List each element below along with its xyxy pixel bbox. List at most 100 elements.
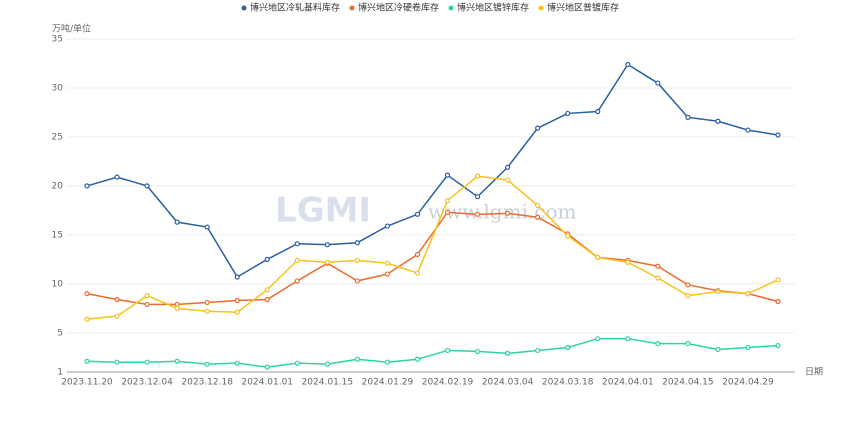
- data-point: [294, 241, 300, 247]
- data-point: [414, 270, 421, 276]
- data-point: [444, 172, 451, 178]
- data-point: [535, 202, 541, 209]
- data-point: [234, 297, 240, 304]
- data-point: [775, 342, 781, 349]
- data-point: [595, 108, 601, 115]
- data-point: [745, 127, 751, 133]
- data-point: [595, 254, 601, 261]
- x-tick-label: 2024.01.29: [362, 378, 414, 388]
- data-point: [775, 277, 781, 283]
- legend-marker: [349, 5, 355, 11]
- y-axis-label: 万吨/单位: [52, 23, 91, 35]
- series-line: [86, 63, 779, 279]
- x-tick-label: 2024.03.18: [542, 378, 594, 388]
- data-point: [204, 361, 210, 367]
- data-point: [655, 275, 661, 281]
- data-point: [294, 360, 300, 366]
- x-tick-label: 2024.02.19: [422, 378, 474, 388]
- legend-label: 博兴地区冷轧基料库存: [250, 2, 340, 14]
- data-point: [264, 296, 270, 303]
- data-point: [354, 240, 360, 246]
- data-point: [234, 274, 240, 280]
- data-point: [384, 223, 391, 229]
- series-line: [86, 337, 779, 368]
- data-point: [625, 61, 631, 68]
- data-point: [234, 360, 240, 366]
- data-point: [324, 242, 330, 248]
- data-point: [234, 309, 240, 315]
- data-point: [655, 263, 661, 269]
- data-point: [174, 219, 180, 225]
- data-point: [294, 278, 300, 284]
- y-tick-label: 30: [52, 83, 64, 93]
- data-point: [84, 316, 90, 322]
- data-point: [625, 336, 631, 342]
- series-line: [86, 175, 779, 320]
- data-point: [745, 291, 751, 297]
- data-point: [84, 358, 90, 364]
- data-point: [625, 259, 631, 265]
- data-point: [715, 118, 721, 124]
- data-point: [114, 296, 120, 303]
- legend-marker: [241, 5, 247, 11]
- data-point: [264, 287, 270, 293]
- data-point: [474, 194, 481, 200]
- y-tick-label: 5: [57, 328, 63, 338]
- data-point: [114, 174, 120, 180]
- data-point: [324, 361, 330, 367]
- data-point: [114, 359, 120, 365]
- data-point: [565, 233, 571, 239]
- data-point: [685, 293, 691, 299]
- data-point: [204, 308, 210, 314]
- data-point: [655, 80, 661, 86]
- data-point: [294, 257, 300, 263]
- x-tick-label: 2023.11.20: [61, 378, 113, 388]
- data-point: [685, 114, 691, 120]
- data-point: [474, 173, 481, 179]
- data-point: [505, 350, 511, 356]
- legend-label: 博兴地区普镀库存: [547, 2, 619, 14]
- data-point: [685, 340, 691, 347]
- y-tick-label: 25: [52, 132, 63, 142]
- legend-marker: [448, 5, 454, 11]
- x-tick-label: 2023.12.04: [121, 378, 173, 388]
- data-point: [535, 347, 541, 354]
- data-point: [84, 291, 90, 297]
- data-point: [354, 257, 360, 263]
- data-point: [474, 211, 481, 217]
- data-point: [444, 198, 451, 204]
- data-point: [114, 313, 120, 319]
- data-point: [505, 210, 511, 216]
- y-tick-label: 20: [52, 181, 64, 191]
- x-tick-label: 2024.01.01: [241, 378, 293, 388]
- data-point: [414, 211, 421, 217]
- data-point: [655, 340, 661, 347]
- data-point: [204, 224, 210, 230]
- data-point: [505, 177, 511, 183]
- data-point: [535, 125, 541, 131]
- watermark-url: www.lgmi.com: [428, 200, 577, 224]
- data-point: [685, 282, 691, 288]
- data-point: [505, 164, 511, 170]
- data-point: [204, 299, 210, 306]
- data-point: [565, 344, 571, 351]
- x-tick-label: 2024.01.15: [302, 378, 354, 388]
- data-point: [474, 348, 481, 355]
- x-tick-label: 2024.04.29: [722, 378, 774, 388]
- x-axis-label: 日期: [805, 367, 823, 378]
- legend-label: 博兴地区冷硬卷库存: [358, 2, 439, 14]
- y-tick-label: 15: [52, 230, 63, 240]
- data-point: [535, 214, 541, 220]
- data-point: [264, 256, 270, 262]
- data-point: [595, 336, 601, 342]
- data-point: [444, 209, 451, 215]
- data-point: [264, 364, 270, 370]
- x-tick-label: 2023.12.18: [181, 378, 233, 388]
- data-point: [144, 183, 150, 189]
- data-point: [84, 183, 90, 189]
- data-point: [745, 344, 751, 351]
- data-point: [715, 289, 721, 295]
- data-point: [384, 359, 391, 365]
- legend-label: 博兴地区镀锌库存: [457, 2, 529, 14]
